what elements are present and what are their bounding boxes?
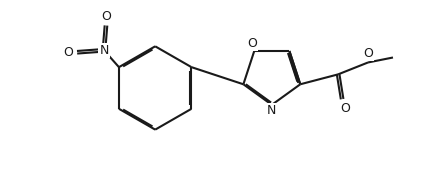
Text: O: O (340, 102, 350, 115)
Text: O: O (363, 47, 373, 60)
Text: O: O (101, 10, 111, 23)
Text: N: N (99, 44, 109, 57)
Text: O: O (63, 46, 73, 59)
Text: O: O (247, 37, 257, 50)
Text: N: N (267, 104, 276, 117)
